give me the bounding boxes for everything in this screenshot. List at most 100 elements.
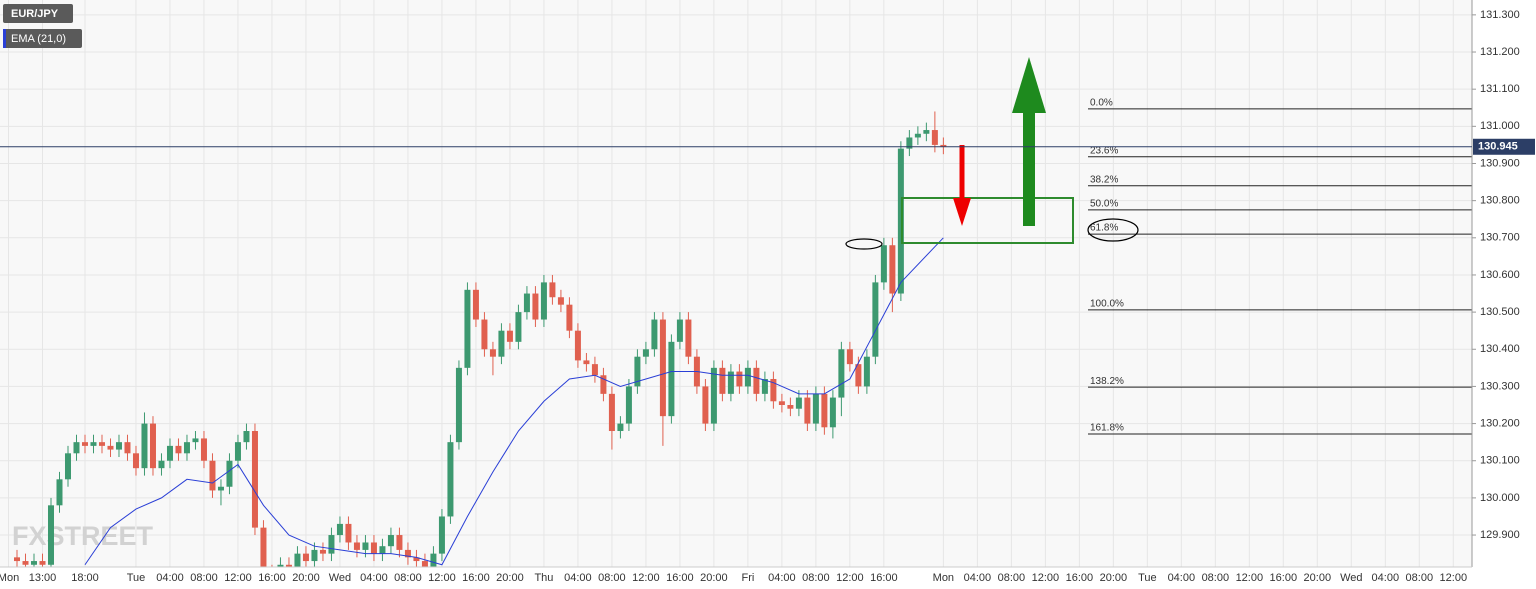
candle-body — [549, 282, 556, 298]
candle-body — [821, 393, 828, 428]
x-tick-label: 04:00 — [964, 572, 992, 584]
candle-body — [931, 130, 938, 145]
candle-body — [90, 442, 97, 446]
candle-body — [166, 445, 173, 461]
candle-body — [574, 330, 581, 361]
candle-body — [149, 423, 156, 469]
arrow-down-head — [953, 198, 971, 226]
ellipse — [845, 238, 883, 250]
x-tick-label: 16:00 — [1270, 572, 1298, 584]
candle-body — [855, 364, 862, 387]
ema-line — [84, 237, 944, 566]
x-tick-label: Wed — [1340, 572, 1362, 584]
candle-body — [319, 549, 326, 554]
y-tick-label: 130.700 — [1480, 232, 1520, 244]
x-tick-label: 08:00 — [598, 572, 626, 584]
candle-body — [923, 130, 930, 134]
fib-label: 23.6% — [1090, 145, 1118, 156]
x-tick-label: 13:00 — [29, 572, 57, 584]
y-tick-label: 130.300 — [1480, 380, 1520, 392]
candle-body — [523, 293, 530, 313]
x-tick-label: 20:00 — [1304, 572, 1332, 584]
candle-body — [914, 133, 921, 138]
candle-body — [183, 442, 190, 454]
x-tick-label: 04:00 — [360, 572, 388, 584]
candle-body — [192, 438, 199, 443]
candle-body — [464, 289, 471, 368]
candle-body — [141, 423, 148, 469]
candle-body — [515, 312, 522, 342]
annotations — [845, 57, 1139, 250]
x-tick-label: 16:00 — [666, 572, 694, 584]
y-tick-label: 130.400 — [1480, 343, 1520, 355]
candle-body — [566, 304, 573, 331]
symbol-label: EUR/JPY — [11, 8, 59, 20]
y-tick-label: 130.000 — [1480, 492, 1520, 504]
candle-body — [438, 516, 445, 554]
candle-body — [634, 356, 641, 387]
candle-body — [243, 431, 250, 443]
candle-body — [226, 460, 233, 487]
x-tick-label: 08:00 — [802, 572, 830, 584]
candle-body — [668, 341, 675, 417]
candle-body — [370, 542, 377, 554]
candle-body — [804, 397, 811, 424]
x-tick-label: 16:00 — [1066, 572, 1094, 584]
x-tick-label: Mon — [933, 572, 954, 584]
candle-body — [277, 564, 284, 567]
candle-body — [489, 349, 496, 357]
candle-body — [778, 401, 785, 405]
y-tick-label: 131.100 — [1480, 83, 1520, 95]
candle-body — [651, 319, 658, 350]
fibonacci: 0.0% 23.6% 38.2% 50.0% 61.8% 100.0% 138.2% 161.… — [1088, 98, 1472, 435]
candle-body — [642, 349, 649, 357]
x-tick-label: 16:00 — [462, 572, 490, 584]
x-tick-label: 08:00 — [190, 572, 218, 584]
candle-body — [795, 397, 802, 409]
candle-body — [124, 442, 131, 454]
candle-body — [132, 453, 139, 469]
candle-body — [421, 561, 428, 567]
candle-body — [302, 553, 309, 562]
x-tick-label: 12:00 — [836, 572, 864, 584]
candle-body — [379, 546, 386, 554]
candle-body — [753, 367, 760, 394]
x-tick-label: 12:00 — [632, 572, 660, 584]
candle-body — [540, 282, 547, 320]
legend-badge — [3, 29, 82, 48]
candle-body — [387, 535, 394, 547]
candle-body — [251, 431, 258, 528]
candle-body — [404, 549, 411, 558]
candle-body — [294, 553, 301, 567]
x-tick-label: Tue — [127, 572, 146, 584]
x-tick-label: Mon — [0, 572, 19, 584]
x-tick-label: 08:00 — [394, 572, 422, 584]
candle-body — [328, 535, 335, 554]
x-tick-label: 12:00 — [224, 572, 252, 584]
candle-body — [56, 479, 63, 506]
x-tick-label: 18:00 — [71, 572, 99, 584]
last-price-box — [1473, 138, 1535, 155]
candle-body — [285, 564, 292, 567]
x-tick-label: Fri — [741, 572, 754, 584]
candle-body — [200, 438, 207, 461]
candle-body — [260, 527, 267, 567]
x-tick-label: 04:00 — [1168, 572, 1196, 584]
y-tick-label: 130.200 — [1480, 417, 1520, 429]
x-tick-label: 16:00 — [870, 572, 898, 584]
candle-body — [557, 297, 564, 305]
x-tick-label: 08:00 — [1406, 572, 1434, 584]
legend-swatch — [3, 29, 6, 48]
arrow-up-head — [1012, 57, 1046, 113]
x-tick-label: 20:00 — [700, 572, 728, 584]
fib-label: 38.2% — [1090, 174, 1118, 185]
legend-label: EMA (21,0) — [11, 33, 66, 45]
y-tick-label: 131.200 — [1480, 46, 1520, 58]
fib-label: 100.0% — [1090, 299, 1124, 310]
x-tick-label: 20:00 — [1100, 572, 1128, 584]
candle-body — [659, 319, 666, 417]
candle-body — [175, 445, 182, 454]
x-tick-label: Thu — [534, 572, 553, 584]
candle-body — [430, 553, 437, 567]
candle-body — [22, 561, 29, 565]
